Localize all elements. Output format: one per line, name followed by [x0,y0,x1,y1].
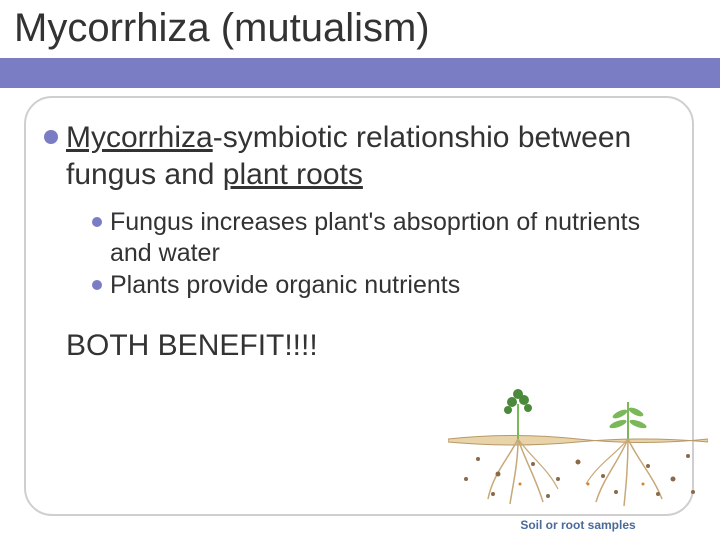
header-accent-band [0,58,720,88]
term-plant-roots: plant roots [223,158,363,191]
sub-text-1: Fungus increases plant's absoprtion of n… [110,207,670,268]
bullet-dot-icon [92,280,102,290]
sub-bullet-1: Fungus increases plant's absoprtion of n… [92,207,670,268]
bullet-dot-icon [92,217,102,227]
bullet-dot-icon [44,130,58,144]
plant-left-icon [488,389,558,504]
main-definition-text: Mycorrhiza-symbiotic relationshio betwee… [66,120,670,193]
bullet-main: Mycorrhiza-symbiotic relationshio betwee… [44,120,670,193]
slide-title: Mycorrhiza (mutualism) [14,6,430,51]
plant-right-icon [586,402,662,506]
mycorrhiza-diagram-icon: Soil or root samples [448,384,708,534]
term-mycorrhiza: Mycorrhiza [66,121,213,154]
sub-bullet-list: Fungus increases plant's absoprtion of n… [92,207,670,301]
fungus-particles-icon [464,454,695,498]
sub-text-2: Plants provide organic nutrients [110,270,460,301]
diagram-caption: Soil or root samples [520,518,636,532]
sub-bullet-2: Plants provide organic nutrients [92,270,670,301]
conclusion-text: BOTH BENEFIT!!!! [66,329,670,363]
